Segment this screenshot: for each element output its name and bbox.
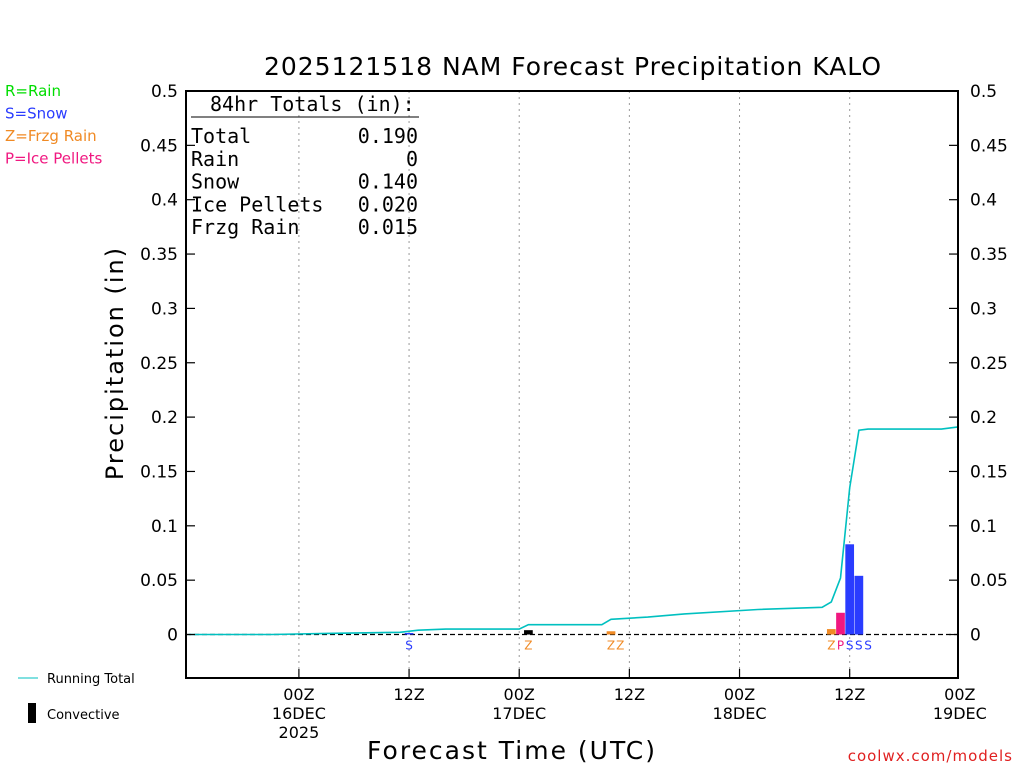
y-tick-label-right: 0.35 xyxy=(970,245,1008,265)
y-tick-label-left: 0.25 xyxy=(140,354,178,374)
y-tick-label-right: 0.05 xyxy=(970,571,1008,591)
y-tick-label-right: 0.15 xyxy=(970,462,1008,482)
y-tick-label-left: 0.3 xyxy=(151,299,178,319)
precip-bar-convective xyxy=(524,630,533,635)
precip-bar-frzg xyxy=(826,629,836,635)
y-tick-label-left: 0.35 xyxy=(140,245,178,265)
totals-row-label: Ice Pellets xyxy=(191,192,323,216)
ptype-marker-ice: P xyxy=(837,639,844,653)
precip-bar-snow xyxy=(404,633,414,635)
chart-title: 2025121518 NAM Forecast Precipitation KA… xyxy=(264,52,882,81)
x-tick-label: 00Z xyxy=(944,685,975,704)
precip-bar-snow xyxy=(845,544,855,635)
y-axis-ticks: 0.5 0.5 0.45 0.45 0.4 0.4 0.35 0.35 0.3 0.3 0.25 0.… xyxy=(140,82,1008,646)
precip-bar-frzg xyxy=(606,631,616,635)
x-tick-label: 17DEC xyxy=(492,704,546,723)
x-tick-label: 2025 xyxy=(279,723,320,742)
ptype-marker-frzg: Z xyxy=(607,639,615,653)
x-tick-label: 19DEC xyxy=(933,704,987,723)
y-tick-label-right: 0.3 xyxy=(970,299,997,319)
totals-row-value: 0.020 xyxy=(358,192,418,216)
y-tick-label-right: 0.4 xyxy=(970,191,997,211)
ptype-legend: R=Rain S=Snow Z=Frzg Rain P=Ice Pellets xyxy=(5,82,102,168)
y-tick-label-left: 0 xyxy=(167,626,178,646)
ptype-marker-snow: S xyxy=(855,639,863,653)
y-tick-label-left: 0.05 xyxy=(140,571,178,591)
y-tick-label-left: 0.5 xyxy=(151,82,178,102)
y-tick-label-left: 0.15 xyxy=(140,462,178,482)
legend-entry: Z=Frzg Rain xyxy=(5,127,97,145)
totals-row-value: 0 xyxy=(406,147,418,171)
y-tick-label-left: 0.45 xyxy=(140,136,178,156)
y-tick-label-left: 0.4 xyxy=(151,191,178,211)
running-total-series xyxy=(188,426,959,636)
x-tick-label: 12Z xyxy=(834,685,865,704)
totals-heading: 84hr Totals (in): xyxy=(210,92,415,116)
totals-row-label: Total xyxy=(191,124,251,148)
x-tick-label: 00Z xyxy=(504,685,535,704)
x-tick-label: 16DEC xyxy=(272,704,326,723)
legend-entry: P=Ice Pellets xyxy=(5,150,102,168)
totals-box: 84hr Totals (in): Total 0.190 Rain 0 Snow 0.14… xyxy=(191,92,419,239)
x-tick-label: 12Z xyxy=(614,685,645,704)
totals-row-label: Snow xyxy=(191,170,240,194)
y-tick-label-left: 0.1 xyxy=(151,517,178,537)
running-total-line xyxy=(188,426,959,636)
totals-row-value: 0.015 xyxy=(358,215,418,239)
ptype-marker-snow: S xyxy=(864,639,872,653)
y-tick-label-right: 0.45 xyxy=(970,136,1008,156)
x-tick-label: 00Z xyxy=(724,685,755,704)
running-total-legend-label: Running Total xyxy=(47,672,135,687)
precip-bar-ice xyxy=(836,612,845,635)
x-tick-label: 12Z xyxy=(393,685,424,704)
convective-legend-swatch xyxy=(28,703,36,723)
credit-text: coolwx.com/models xyxy=(848,747,1013,765)
totals-row-value: 0.140 xyxy=(358,170,418,194)
x-tick-label: 00Z xyxy=(283,685,314,704)
ptype-marker-snow: S xyxy=(846,639,854,653)
y-axis-label: Precipitation (in) xyxy=(101,246,129,480)
plot-frame xyxy=(185,90,959,679)
totals-row-value: 0.190 xyxy=(358,124,418,148)
y-tick-label-left: 0.2 xyxy=(151,408,178,428)
convective-legend-label: Convective xyxy=(47,708,120,723)
y-tick-label-right: 0.5 xyxy=(970,82,997,102)
totals-row-label: Frzg Rain xyxy=(191,215,299,239)
y-tick-label-right: 0.1 xyxy=(970,517,997,537)
ptype-marker-frzg: Z xyxy=(524,639,532,653)
ptype-marker-frzg: Z xyxy=(616,639,624,653)
gridlines xyxy=(186,91,958,678)
precip-bar-snow xyxy=(854,575,864,635)
totals-row-label: Rain xyxy=(191,147,239,171)
legend-entry: R=Rain xyxy=(5,82,61,100)
precip-bars xyxy=(404,544,864,635)
ptype-marker-frzg: Z xyxy=(827,639,835,653)
legend-entry: S=Snow xyxy=(5,105,68,123)
x-axis-label: Forecast Time (UTC) xyxy=(367,736,657,765)
x-tick-label: 18DEC xyxy=(713,704,767,723)
y-tick-label-right: 0.25 xyxy=(970,354,1008,374)
ptype-marker-snow: S xyxy=(405,639,413,653)
y-tick-label-right: 0.2 xyxy=(970,408,997,428)
y-tick-label-right: 0 xyxy=(970,626,981,646)
